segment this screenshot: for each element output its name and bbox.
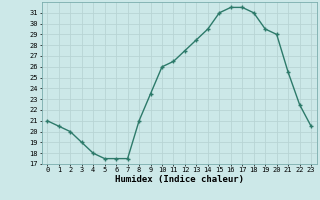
X-axis label: Humidex (Indice chaleur): Humidex (Indice chaleur) [115, 175, 244, 184]
